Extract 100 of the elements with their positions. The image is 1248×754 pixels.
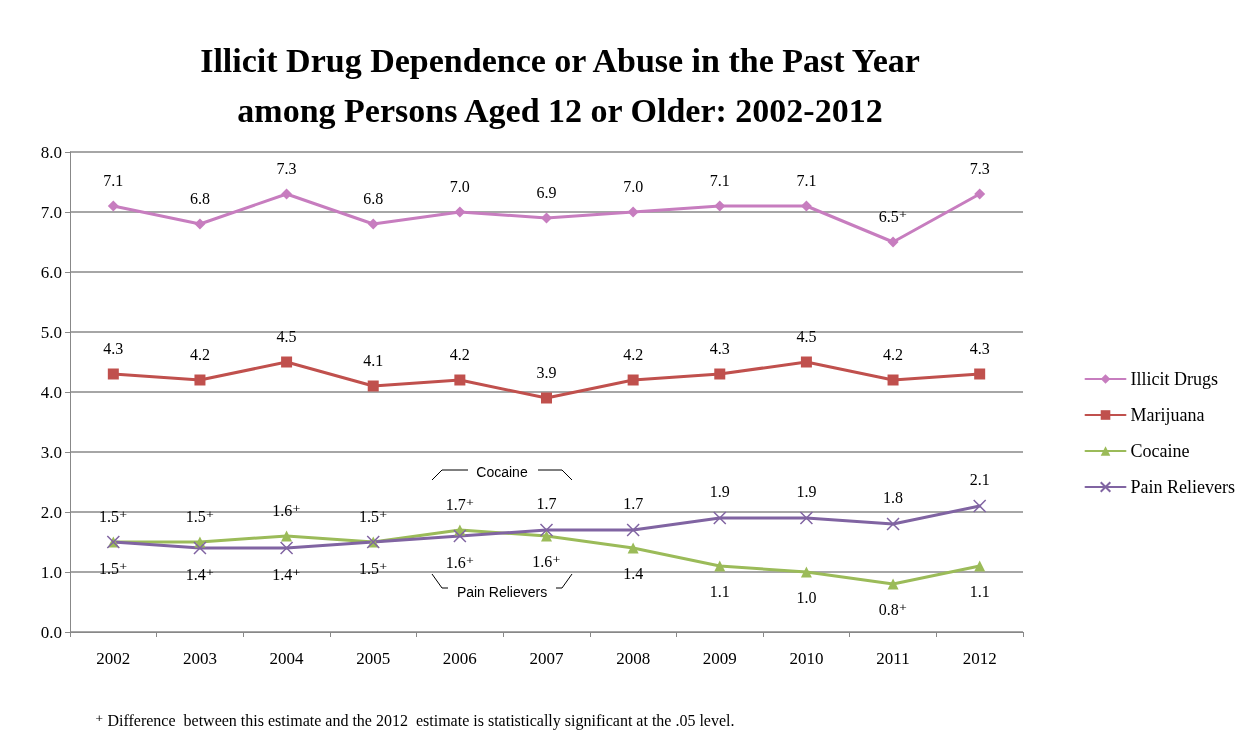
data-label: 1.7⁺ [445,496,475,513]
data-label: 1.5⁺ [359,508,388,525]
data-label: 1.5⁺ [99,560,128,578]
data-label: 4.5 [276,328,297,345]
data-label: 3.9 [536,364,557,381]
x-tick-label: 2009 [702,649,737,668]
point [541,392,552,404]
data-label: 1.5⁺ [99,508,128,525]
point [627,374,639,386]
legend-label: Pain Relievers [1130,477,1236,497]
data-label: 1.1 [969,583,990,600]
data-label: 1.4 [623,565,644,582]
data-label: 1.4⁺ [185,566,215,584]
y-tick-label: 4.0 [40,382,62,402]
data-label: 1.7 [536,494,557,512]
data-label: 7.1 [709,172,730,189]
y-tick-label: 1.0 [40,562,62,582]
point [194,218,206,230]
point [541,530,552,542]
y-tick-label: 0.0 [40,622,62,642]
point [713,511,727,525]
data-label: 1.9 [796,482,817,500]
x-tick-label: 2012 [962,649,997,668]
data-label: 4.2 [449,346,470,363]
data-label: 1.7 [623,494,644,512]
data-label: 4.1 [363,352,384,369]
x-tick-label: 2004 [269,649,305,668]
point [539,523,554,537]
point [626,523,640,537]
data-label: 7.3 [276,160,297,177]
x-tick-label: 2003 [182,649,217,668]
data-label: 4.2 [883,346,904,363]
point [800,356,812,368]
point [800,566,812,578]
x-tick-label: 2006 [442,649,477,668]
x-tick-label: 2010 [789,649,824,668]
data-label: 7.0 [449,178,470,195]
legend-label: Marijuana [1130,405,1205,425]
annotation: Pain Relievers [456,584,548,600]
data-label: 4.2 [189,346,210,363]
annotation: Cocaine [476,464,528,480]
point [279,541,294,555]
point [107,368,119,380]
point [974,368,986,380]
legend-label: Cocaine [1130,441,1190,461]
point [714,368,726,380]
point [541,212,552,224]
point [887,236,899,248]
data-label: 1.5⁺ [185,508,215,525]
point [887,374,899,386]
data-label: 0.8⁺ [878,601,908,618]
point [974,188,986,200]
legend-label: Illicit Drugs [1130,369,1219,389]
data-label: 6.8 [363,190,384,207]
data-label: 1.0 [796,589,817,606]
data-label: 6.8 [189,190,210,207]
point [194,374,206,386]
data-label: 1.8 [883,488,904,506]
point [887,578,899,590]
y-tick-label: 6.0 [40,262,62,282]
point [799,511,814,525]
point [281,356,293,368]
point [367,218,379,230]
data-label: 7.1 [796,172,817,189]
chart-title: Illicit Drug Dependence or Abuse in the Past Year among Persons Aged 12 or Older: 2002-2012 [200,41,920,129]
point [972,499,987,513]
point [367,380,379,392]
point [974,560,986,572]
y-tick-label: 7.0 [40,202,62,222]
data-label: 7.3 [969,160,990,177]
data-label: 6.9 [536,184,557,201]
x-tick-label: 2005 [356,649,391,668]
data-label: 7.0 [623,178,644,195]
point [454,206,466,218]
y-tick-label: 8.0 [40,142,62,162]
point [454,374,466,386]
data-label: 1.4⁺ [272,566,301,584]
data-label: 4.3 [103,340,124,357]
data-label: 4.2 [623,346,644,363]
data-label: 1.6⁺ [272,502,301,519]
data-label: 1.1 [709,583,730,600]
x-tick-label: 2008 [616,649,651,668]
data-label: 6.5⁺ [878,208,908,225]
point [627,206,639,218]
data-label: 1.6⁺ [532,553,561,570]
data-label: 1.5⁺ [359,560,388,578]
data-label: 7.1 [103,172,124,189]
y-tick-label: 5.0 [40,322,62,342]
point [886,517,900,531]
point [714,560,726,572]
text: ⁺ Difference between this estimate and the 2012 estimate is statistically significant at the .05 level. [95,711,735,730]
x-tick-label: 2002 [96,649,131,668]
data-label: 1.9 [709,482,730,500]
data-label: 4.3 [709,340,730,357]
point [107,200,119,212]
point [193,541,207,555]
x-tick-label: 2011 [876,649,910,668]
point [281,530,293,542]
data-label: 4.3 [969,340,990,357]
point [627,542,639,554]
